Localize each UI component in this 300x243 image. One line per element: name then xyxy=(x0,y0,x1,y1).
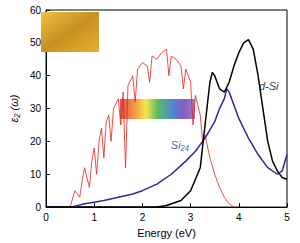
svg-text:30: 30 xyxy=(30,103,42,114)
svg-text:2: 2 xyxy=(140,212,146,223)
svg-text:Si₂₄: Si₂₄ xyxy=(171,139,189,151)
svg-text:0: 0 xyxy=(35,202,41,213)
svg-text:4: 4 xyxy=(236,212,242,223)
svg-text:60: 60 xyxy=(30,5,42,16)
svg-text:ε₂ (ω): ε₂ (ω) xyxy=(8,94,20,122)
svg-text:3: 3 xyxy=(188,212,194,223)
svg-text:5: 5 xyxy=(284,212,290,223)
svg-text:d-Si: d-Si xyxy=(259,80,279,92)
svg-text:Energy (eV): Energy (eV) xyxy=(137,227,196,239)
svg-text:0: 0 xyxy=(43,212,49,223)
svg-text:1: 1 xyxy=(91,212,97,223)
svg-text:40: 40 xyxy=(30,70,42,81)
svg-text:50: 50 xyxy=(30,37,42,48)
svg-text:10: 10 xyxy=(30,169,42,180)
svg-text:20: 20 xyxy=(30,136,42,147)
